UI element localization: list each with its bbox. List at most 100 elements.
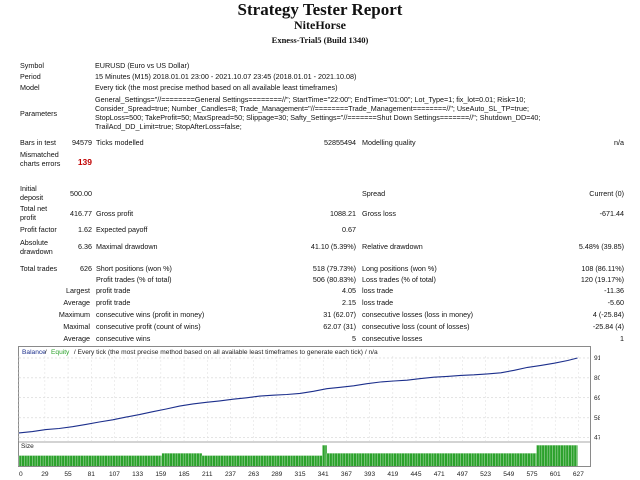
x-tick-label: 367 — [341, 471, 352, 478]
largest-label: Largest — [66, 286, 90, 295]
average-loss-trade-label: loss trade — [362, 298, 394, 307]
quality-value: n/a — [614, 138, 624, 147]
x-tick-label: 289 — [271, 471, 282, 478]
bars-value: 94579 — [72, 138, 92, 147]
period-label: Period — [20, 72, 41, 81]
series-line-balance — [18, 357, 578, 434]
expected-payoff-value: 0.67 — [342, 225, 356, 234]
symbol-value: EURUSD (Euro vs US Dollar) — [95, 61, 190, 70]
absolute-drawdown-label: Absolute drawdown — [20, 238, 53, 256]
gross-profit-label: Gross profit — [96, 209, 134, 218]
parameters-line: General_Settings="//========General Sett… — [95, 95, 526, 104]
model-value: Every tick (the most precise method base… — [95, 83, 338, 92]
short-positions-value: 518 (79.73%) — [312, 264, 356, 273]
max-consecutive-wins-value: 31 (62.07) — [323, 310, 356, 319]
volume-bar — [326, 453, 537, 466]
x-tick-label: 133 — [132, 471, 143, 478]
total-trades-label: Total trades — [20, 264, 58, 273]
maximal-label: Maximal — [63, 322, 90, 331]
gross-loss-value: -671.44 — [599, 209, 624, 218]
x-tick-label: 81 — [88, 471, 96, 478]
maximal-consecutive-loss-value: -25.84 (4) — [592, 322, 624, 331]
y-tick-label: 914 — [594, 355, 600, 362]
report-title: Strategy Tester Report — [237, 0, 403, 19]
x-tick-label: 471 — [434, 471, 445, 478]
y-tick-label: 583 — [594, 415, 600, 422]
x-tick-label: 627 — [573, 471, 584, 478]
ticks-label: Ticks modelled — [96, 138, 144, 147]
maximal-drawdown-label: Maximal drawdown — [96, 242, 158, 251]
average-consecutive-label: Average — [63, 334, 90, 343]
x-tick-label: 55 — [64, 471, 72, 478]
average-label: Average — [63, 298, 90, 307]
average-consecutive-losses-label: consecutive losses — [362, 334, 423, 343]
legend-separator: / — [43, 349, 49, 356]
profit-trades-label: Profit trades (% of total) — [96, 275, 172, 284]
loss-trades-label: Loss trades (% of total) — [362, 275, 436, 284]
volume-bar — [201, 455, 323, 466]
deposit-value: 500.00 — [70, 189, 92, 198]
largest-loss-trade-label: loss trade — [362, 286, 394, 295]
x-tick-label: 497 — [457, 471, 468, 478]
spread-value: Current (0) — [589, 189, 624, 198]
x-tick-label: 0 — [19, 471, 23, 478]
balance-chart: Balance / Equity / Every tick (the most … — [18, 346, 600, 478]
x-tick-label: 341 — [318, 471, 329, 478]
short-positions-label: Short positions (won %) — [96, 264, 172, 273]
average-consecutive-wins-label: consecutive wins — [96, 334, 151, 343]
bars-label: Bars in test — [20, 138, 56, 147]
maximal-drawdown-value: 41.10 (5.39%) — [310, 242, 356, 251]
parameters-line: TrailAcd_DD_Limit=true; StopAfterLoss=fa… — [95, 122, 242, 131]
volume-bar — [322, 445, 327, 466]
total-trades-value: 626 — [80, 264, 92, 273]
x-tick-label: 523 — [480, 471, 491, 478]
average-consecutive-losses-value: 1 — [620, 334, 624, 343]
long-positions-label: Long positions (won %) — [362, 264, 437, 273]
quality-label: Modelling quality — [362, 138, 416, 147]
mismatch-label: Mismatched charts errors — [20, 150, 61, 168]
gross-loss-label: Gross loss — [362, 209, 396, 218]
ticks-value: 52855494 — [324, 138, 356, 147]
net-profit-value: 416.77 — [70, 209, 92, 218]
mismatch-value: 139 — [77, 157, 92, 167]
x-tick-label: 107 — [109, 471, 120, 478]
legend-balance: Balance — [22, 349, 46, 356]
spread-label: Spread — [362, 189, 386, 198]
average-profit-trade-value: 2.15 — [342, 298, 356, 307]
volume-bar — [19, 455, 162, 466]
average-consecutive-wins-value: 5 — [352, 334, 356, 343]
max-consecutive-losses-label: consecutive losses (loss in money) — [362, 310, 474, 319]
profit-trades-value: 506 (80.83%) — [312, 275, 356, 284]
average-profit-trade-label: profit trade — [96, 298, 131, 307]
x-tick-label: 159 — [155, 471, 166, 478]
long-positions-value: 108 (86.11%) — [581, 264, 624, 273]
loss-trades-value: 120 (19.17%) — [580, 275, 624, 284]
x-tick-label: 211 — [202, 471, 213, 478]
largest-loss-trade-value: -11.36 — [604, 286, 624, 295]
max-consecutive-wins-label: consecutive wins (profit in money) — [96, 310, 205, 319]
profit-factor-value: 1.62 — [78, 225, 92, 234]
x-tick-label: 393 — [364, 471, 375, 478]
absolute-drawdown-value: 6.36 — [78, 242, 92, 251]
x-tick-label: 263 — [248, 471, 259, 478]
model-label: Model — [20, 83, 40, 92]
expected-payoff-label: Expected payoff — [96, 225, 148, 234]
x-tick-label: 315 — [295, 471, 306, 478]
volume-bar — [161, 453, 202, 466]
parameters-line: StopLoss=500; TakeProfit=50; MaxSpread=5… — [95, 113, 541, 122]
chart-frame — [18, 346, 591, 467]
x-tick-label: 445 — [411, 471, 422, 478]
average-loss-trade-value: -5.60 — [607, 298, 624, 307]
x-tick-label: 185 — [179, 471, 190, 478]
parameters-line: Consider_Spread=true; Number_Candles=8; … — [95, 104, 529, 113]
gross-profit-value: 1088.21 — [330, 209, 356, 218]
relative-drawdown-label: Relative drawdown — [362, 242, 423, 251]
x-tick-label: 29 — [41, 471, 49, 478]
x-tick-label: 419 — [387, 471, 398, 478]
legend-description: / Every tick (the most precise method ba… — [72, 349, 378, 356]
size-label: Size — [21, 443, 34, 450]
maximum-label: Maximum — [58, 310, 90, 319]
y-tick-label: 473 — [594, 435, 600, 442]
expert-name: NiteHorse — [294, 18, 346, 32]
largest-profit-trade-value: 4.05 — [342, 286, 356, 295]
